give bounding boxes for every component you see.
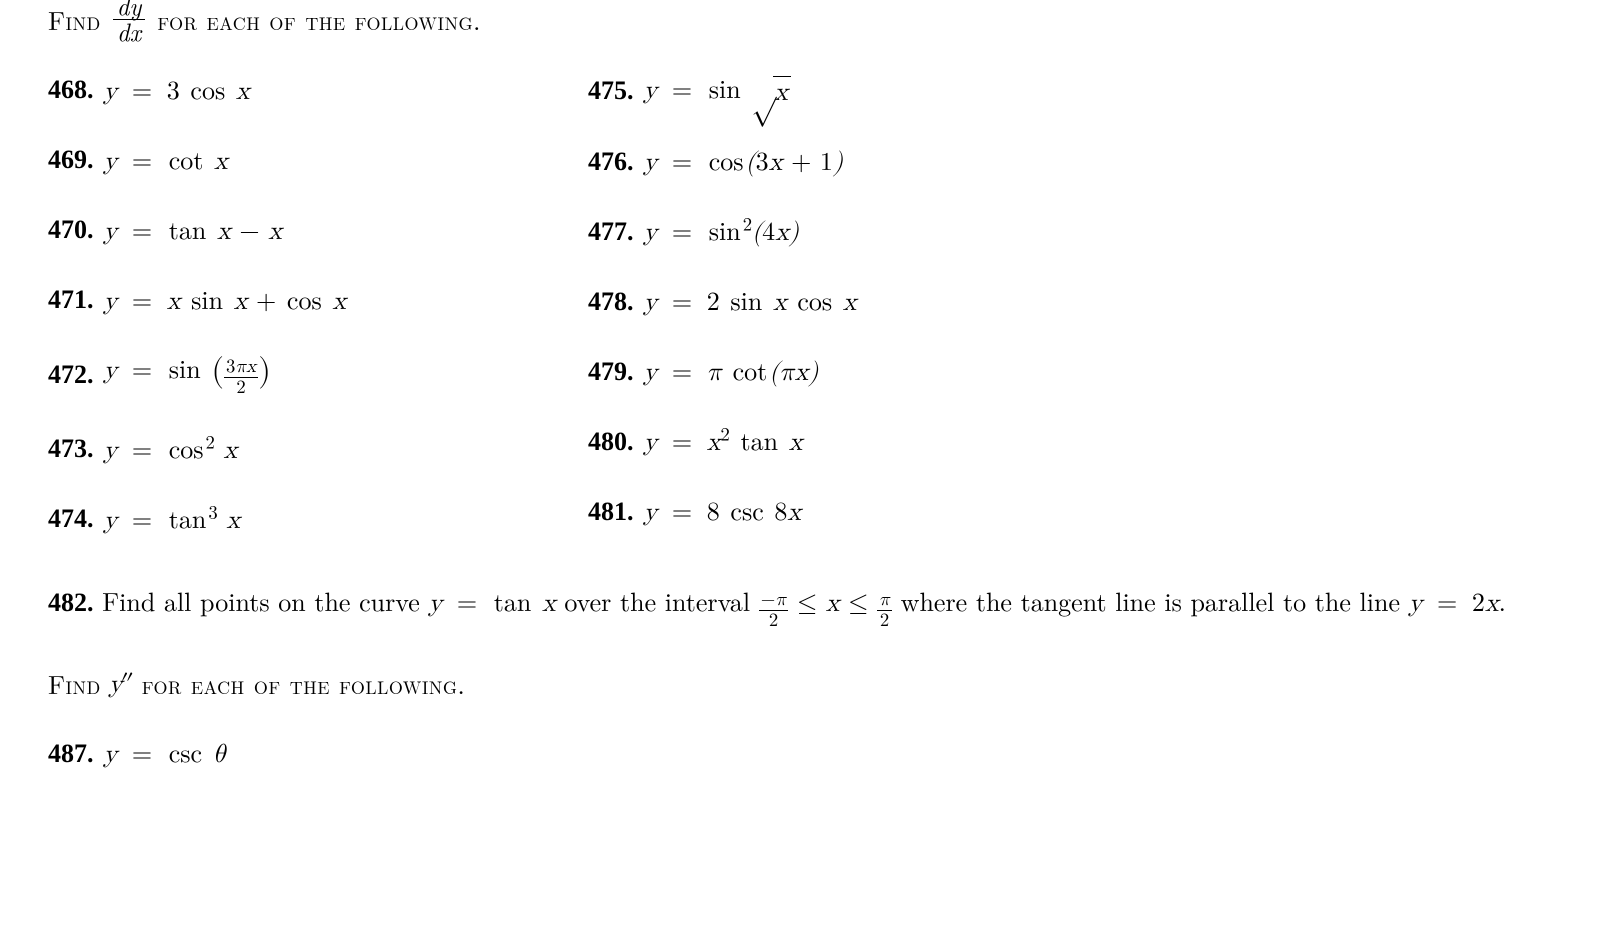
problems-columns: 468. y = 3 cos x 469. y = cot x 470. y = tan … [48,72,1566,571]
problem-expression: y = x sin x + cos x [104,283,347,319]
problem-expression: y = sin √x [644,72,791,110]
heading2-pre: Find [48,668,101,701]
problem-expression: y = π cot(πx) [644,354,819,390]
problem-item: 468. y = 3 cos x [48,72,588,108]
problem-number: 468. [48,74,94,107]
problem-number: 474. [48,503,94,536]
problem-number: 479. [588,356,634,389]
problem-item: 474. y = tan3 x [48,501,588,537]
problem-number: 478. [588,286,634,319]
problem-number: 481. [588,496,634,529]
problem-expression: y = sin2(4x) [644,214,800,250]
problem-482: 482. Find all points on the curve y = ta… [48,581,1548,630]
heading1-post: for each of the following. [157,4,481,37]
problem-item: 477. y = sin2(4x) [588,214,1128,250]
problem-expression: y = cos2 x [104,432,238,468]
problem-number: 477. [588,216,634,249]
heading-find-dydx: Find dy dx for each of the following. [48,0,1566,46]
problem-expression: y = 2 sin x cos x [644,284,857,320]
problem-item: 478. y = 2 sin x cos x [588,284,1128,320]
right-column: 475. y = sin √x 476. y = cos(3x + 1) 477. y =… [588,72,1128,571]
problem-item: 469. y = cot x [48,142,588,178]
problem-number: 469. [48,144,94,177]
y-double-prime: y″ [109,666,134,702]
problem-number: 471. [48,284,94,317]
problem-item: 472. y = sin (3πx2) [48,352,588,397]
problem-item: 481. y = 8 csc 8x [588,494,1128,530]
problem-expression: y = sin (3πx2) [104,352,271,397]
problem-item: 479. y = π cot(πx) [588,354,1128,390]
heading1-pre: Find [48,4,101,37]
problem-482-text: Find all points on the curve y = tan x o… [102,582,1506,619]
problem-number: 470. [48,214,94,247]
problem-item: 476. y = cos(3x + 1) [588,144,1128,180]
problem-number: 476. [588,146,634,179]
problem-expression: y = 8 csc 8x [644,494,802,530]
dy-dx-fraction: dy dx [113,0,146,46]
problem-number: 487. [48,738,94,771]
left-column: 468. y = 3 cos x 469. y = cot x 470. y = tan … [48,72,588,571]
problem-number: 473. [48,433,94,466]
problem-expression: y = 3 cos x [104,73,250,109]
problem-number: 472. [48,359,94,392]
problem-expression: y = cos(3x + 1) [644,144,844,180]
problem-expression: y = tan3 x [104,502,241,538]
problem-item: 480. y = x2 tan x [588,424,1128,460]
problem-item: 475. y = sin √x [588,72,1128,110]
problem-487: 487. y = csc θ [48,736,1566,772]
problem-item: 473. y = cos2 x [48,431,588,467]
problem-item: 470. y = tan x − x [48,212,588,248]
page: Find dy dx for each of the following. 46… [0,0,1614,932]
problem-item: 471. y = x sin x + cos x [48,282,588,318]
problem-487-expr: y = csc θ [104,736,226,772]
problem-number: 475. [588,75,634,108]
frac-den: dx [113,20,146,47]
problem-expression: y = cot x [104,143,228,179]
problem-number: 480. [588,426,634,459]
problem-number: 482. [48,588,94,617]
heading2-post: for each of the following. [142,668,466,701]
problem-expression: y = x2 tan x [644,424,803,460]
problem-expression: y = tan x − x [104,213,282,249]
heading-find-ypp: Find y″ for each of the following. [48,666,1566,702]
